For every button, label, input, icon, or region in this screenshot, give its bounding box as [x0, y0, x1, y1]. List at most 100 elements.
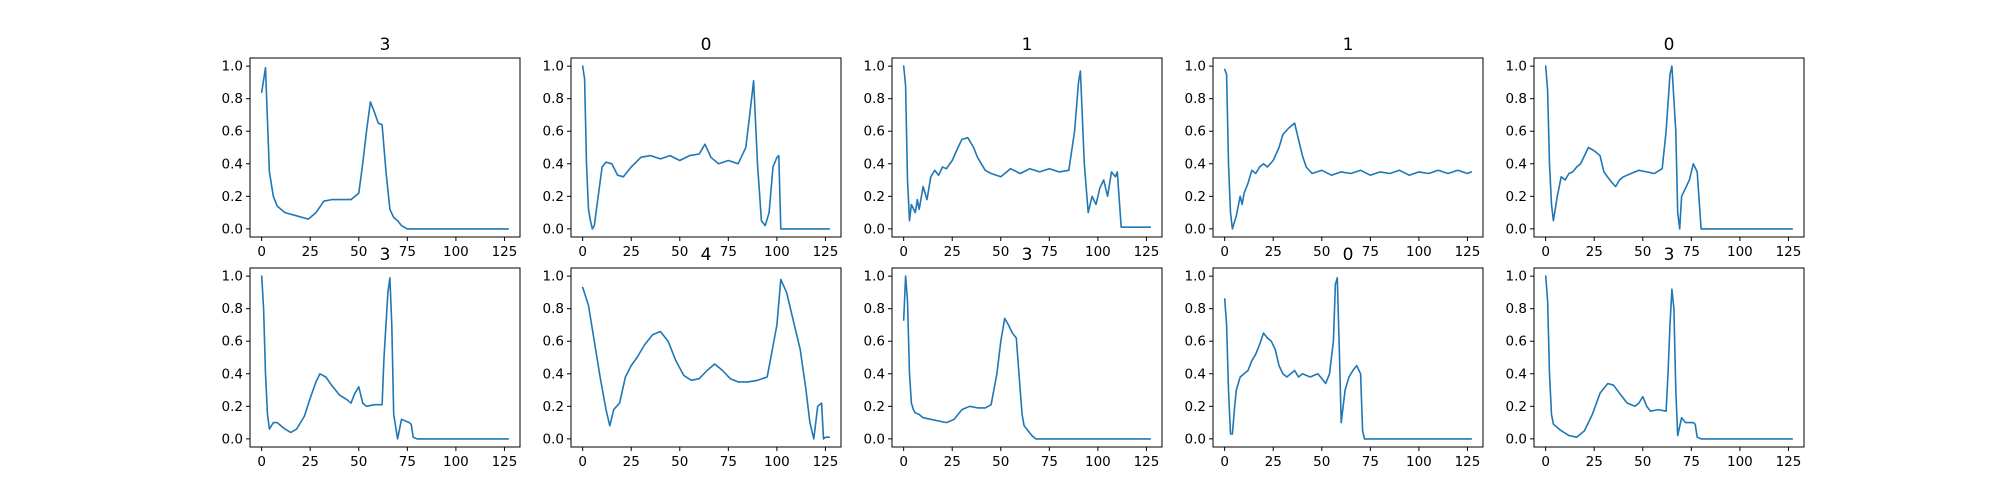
subplot-4: 1 0.0 0.2 0.4 0.6 0.8 1.0 0 25 50 75 100 125 [1185, 35, 1484, 260]
axes-frame [570, 57, 842, 238]
y-tick-label: 1.0 [543, 59, 564, 75]
y-tick-label: 0.8 [1506, 301, 1527, 317]
y-tick-label: 1.0 [1506, 59, 1527, 75]
y-tick-label: 1.0 [222, 269, 243, 285]
series-line [1544, 65, 1794, 230]
y-tick-label: 1.0 [543, 269, 564, 285]
subplot-title: 3 [1664, 245, 1675, 265]
y-tick-label: 0.6 [864, 124, 885, 140]
y-tick-label: 0.4 [1185, 156, 1206, 172]
series-line [581, 278, 831, 440]
x-tick-label: 75 [1362, 454, 1379, 470]
y-tick-label: 0.4 [1185, 366, 1206, 382]
y-tick-label: 0.6 [1185, 124, 1206, 140]
subplot-6: 3 0.0 0.2 0.4 0.6 0.8 1.0 0 25 50 75 100 125 [222, 245, 521, 470]
y-tick-label: 0.2 [1506, 189, 1527, 205]
x-tick-label: 25 [944, 454, 961, 470]
x-tick-label: 125 [1455, 244, 1481, 260]
x-tick-label: 75 [1362, 244, 1379, 260]
x-tick-label: 100 [1085, 454, 1111, 470]
subplot-title: 0 [1664, 35, 1675, 55]
x-tick-label: 25 [1265, 244, 1282, 260]
y-tick-label: 0.8 [864, 91, 885, 107]
subplot-10: 3 0.0 0.2 0.4 0.6 0.8 1.0 0 25 50 75 100 125 [1506, 245, 1805, 470]
y-tick-label: 0.4 [1506, 366, 1527, 382]
y-tick-label: 0.0 [1185, 431, 1206, 447]
y-tick-label: 0.4 [222, 366, 243, 382]
y-tick-label: 0.6 [1506, 334, 1527, 350]
y-tick-label: 0.8 [1185, 301, 1206, 317]
x-tick-label: 75 [399, 244, 416, 260]
y-tick-label: 0.4 [222, 156, 243, 172]
y-tick-label: 0.0 [543, 431, 564, 447]
axes-frame [891, 267, 1163, 448]
x-tick-label: 75 [1041, 244, 1058, 260]
x-tick-label: 125 [492, 454, 518, 470]
x-tick-label: 25 [302, 244, 319, 260]
x-tick-label: 25 [1586, 454, 1603, 470]
subplot-title: 3 [380, 245, 391, 265]
y-tick-label: 0.8 [222, 301, 243, 317]
x-tick-label: 100 [1727, 454, 1753, 470]
x-tick-label: 75 [399, 454, 416, 470]
x-tick-label: 50 [350, 454, 367, 470]
axes-frame [1533, 57, 1805, 238]
x-tick-label: 50 [1313, 454, 1330, 470]
subplot-7: 4 0.0 0.2 0.4 0.6 0.8 1.0 0 25 50 75 100 125 [543, 245, 842, 470]
y-tick-label: 1.0 [864, 59, 885, 75]
x-tick-label: 25 [1265, 454, 1282, 470]
x-tick-label: 0 [1220, 454, 1229, 470]
x-tick-label: 100 [764, 454, 790, 470]
y-tick-label: 0.0 [864, 221, 885, 237]
axes-frame [1533, 267, 1805, 448]
x-tick-label: 0 [1541, 454, 1550, 470]
y-tick-label: 0.0 [543, 221, 564, 237]
x-tick-label: 25 [302, 454, 319, 470]
x-tick-label: 100 [764, 244, 790, 260]
y-tick-label: 1.0 [1506, 269, 1527, 285]
y-tick-label: 0.0 [222, 221, 243, 237]
series-line [902, 275, 1152, 440]
x-tick-label: 0 [257, 454, 266, 470]
subplot-title: 0 [1343, 245, 1354, 265]
y-tick-label: 0.2 [222, 189, 243, 205]
subplot-5: 0 0.0 0.2 0.4 0.6 0.8 1.0 0 25 50 75 100 125 [1506, 35, 1805, 260]
x-tick-label: 50 [1313, 244, 1330, 260]
x-tick-label: 0 [578, 244, 587, 260]
series-line [1223, 276, 1473, 440]
subplot-title: 1 [1022, 35, 1033, 55]
y-tick-label: 0.8 [864, 301, 885, 317]
x-tick-label: 0 [899, 454, 908, 470]
x-tick-label: 25 [623, 454, 640, 470]
x-tick-label: 125 [1134, 454, 1160, 470]
y-tick-label: 0.2 [1185, 399, 1206, 415]
x-tick-label: 100 [443, 454, 469, 470]
x-tick-label: 125 [492, 244, 518, 260]
subplot-2: 0 0.0 0.2 0.4 0.6 0.8 1.0 0 25 50 75 100 125 [543, 35, 842, 260]
x-tick-label: 125 [813, 244, 839, 260]
x-tick-label: 0 [1220, 244, 1229, 260]
y-tick-label: 0.0 [1185, 221, 1206, 237]
x-tick-label: 75 [720, 454, 737, 470]
x-tick-label: 125 [1776, 244, 1802, 260]
axes-frame [570, 267, 842, 448]
x-tick-label: 25 [623, 244, 640, 260]
subplot-title: 4 [701, 245, 712, 265]
y-tick-label: 0.0 [864, 431, 885, 447]
x-tick-label: 0 [1541, 244, 1550, 260]
subplot-title: 3 [380, 35, 391, 55]
y-tick-label: 0.2 [1185, 189, 1206, 205]
series-line [581, 65, 831, 230]
x-tick-label: 100 [443, 244, 469, 260]
series-line [1223, 68, 1473, 230]
subplot-title: 0 [701, 35, 712, 55]
x-tick-label: 125 [1776, 454, 1802, 470]
y-tick-label: 1.0 [1185, 269, 1206, 285]
x-tick-label: 50 [992, 244, 1009, 260]
axes-frame [1212, 57, 1484, 238]
y-tick-label: 0.6 [222, 124, 243, 140]
x-tick-label: 125 [813, 454, 839, 470]
series-line [260, 275, 510, 440]
y-tick-label: 1.0 [1185, 59, 1206, 75]
y-tick-label: 0.0 [222, 431, 243, 447]
